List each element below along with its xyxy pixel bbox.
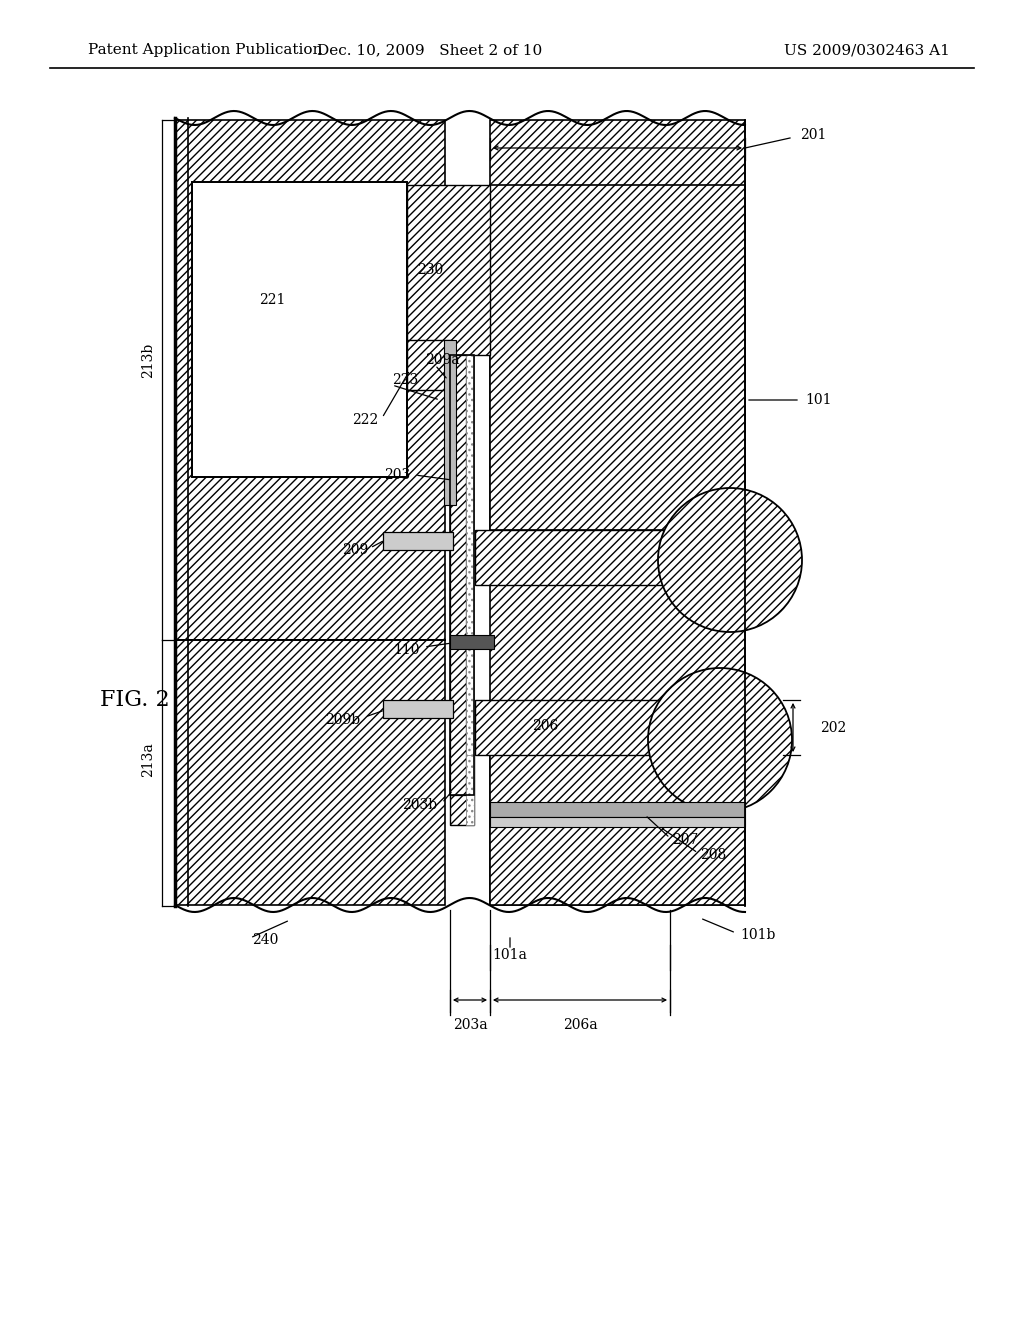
Text: 201: 201 (800, 128, 826, 143)
Text: 209a: 209a (425, 352, 460, 367)
Bar (670, 700, 730, 755)
Text: 213a: 213a (141, 743, 155, 777)
Bar (407, 341, 452, 389)
Bar (193, 182, 407, 477)
Bar (450, 755, 474, 825)
Text: 202: 202 (820, 721, 846, 735)
Bar (450, 355, 466, 795)
Bar (475, 531, 670, 585)
Text: 240: 240 (252, 933, 279, 946)
Text: 209b: 209b (325, 713, 360, 727)
Text: 101a: 101a (493, 948, 527, 962)
Circle shape (648, 668, 792, 812)
Text: 206a: 206a (562, 1018, 597, 1032)
Text: 110: 110 (393, 643, 420, 657)
Bar (407, 185, 490, 355)
Bar (450, 635, 494, 649)
Bar (475, 700, 670, 755)
Text: 222: 222 (352, 413, 378, 426)
Bar (383, 700, 453, 718)
Text: 209: 209 (342, 543, 368, 557)
Bar (490, 755, 745, 906)
Text: 203b: 203b (401, 799, 437, 812)
Text: 223: 223 (392, 374, 418, 387)
Bar (670, 531, 730, 585)
Bar (444, 341, 456, 506)
Text: 207: 207 (672, 833, 698, 847)
Bar (490, 803, 745, 817)
Bar (175, 120, 445, 640)
Bar (466, 755, 474, 825)
Bar (490, 817, 745, 828)
Circle shape (658, 488, 802, 632)
Bar (490, 185, 745, 531)
Text: 206: 206 (531, 719, 558, 733)
Text: 203: 203 (384, 469, 410, 482)
Text: 221: 221 (259, 293, 286, 308)
Bar (466, 355, 474, 795)
Text: 213b: 213b (141, 342, 155, 378)
Text: 101b: 101b (740, 928, 775, 942)
Text: 203a: 203a (453, 1018, 487, 1032)
Bar (175, 640, 445, 906)
Bar (490, 120, 745, 906)
Text: US 2009/0302463 A1: US 2009/0302463 A1 (784, 44, 950, 57)
Text: 230: 230 (417, 263, 443, 277)
Text: 101: 101 (805, 393, 831, 407)
Text: FIG. 2: FIG. 2 (100, 689, 170, 711)
Bar (450, 355, 474, 795)
Bar (193, 182, 407, 477)
Bar (383, 532, 453, 550)
Text: Patent Application Publication: Patent Application Publication (88, 44, 323, 57)
Bar (193, 183, 406, 477)
Text: 208: 208 (700, 847, 726, 862)
Text: Dec. 10, 2009   Sheet 2 of 10: Dec. 10, 2009 Sheet 2 of 10 (317, 44, 543, 57)
